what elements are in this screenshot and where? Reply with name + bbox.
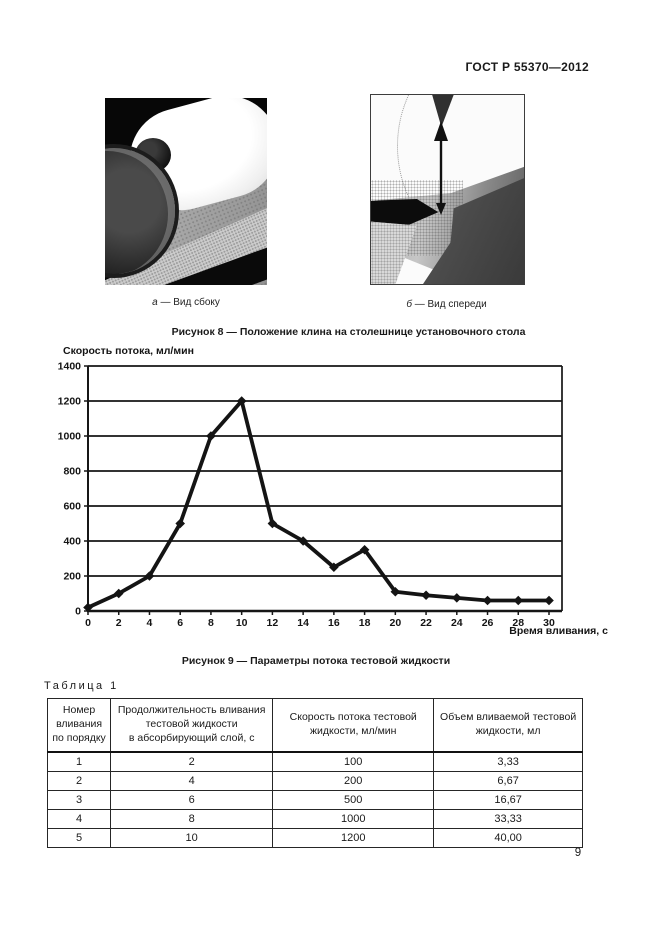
- photo-a-letter: а: [152, 297, 158, 308]
- standard-number: ГОСТ Р 55370—2012: [465, 60, 589, 74]
- data-point-marker: [513, 595, 524, 606]
- table-cell: 1200: [272, 827, 435, 848]
- x-tick-label: 10: [236, 617, 248, 629]
- photo-b-label: — Вид спереди: [414, 299, 487, 310]
- x-tick-label: 12: [267, 617, 279, 629]
- table-cell: 16,67: [433, 789, 583, 810]
- x-tick-label: 22: [420, 617, 432, 629]
- x-tick-label: 0: [85, 617, 91, 629]
- table-cell: 200: [272, 770, 435, 791]
- photo-a-caption: а — Вид сбоку: [105, 297, 267, 308]
- table-cell: 100: [272, 751, 435, 772]
- col-header-duration: Продолжительность вливания тестовой жидк…: [110, 697, 274, 753]
- flow-chart-svg: Скорость потока, мл/мин 0200400600800100…: [58, 345, 609, 637]
- measure-arrow-icon: [434, 121, 448, 215]
- y-axis-title: Скорость потока, мл/мин: [63, 345, 194, 357]
- table-cell: 4: [110, 770, 274, 791]
- x-tick-label: 26: [482, 617, 494, 629]
- x-tick-label: 18: [359, 617, 371, 629]
- y-tick-label: 600: [63, 501, 81, 513]
- data-point-marker: [482, 595, 493, 606]
- data-point-marker: [421, 590, 431, 601]
- y-tick-label: 0: [75, 606, 81, 618]
- table-cell: 500: [272, 789, 435, 810]
- y-tick-label: 400: [63, 536, 81, 548]
- data-point-marker: [544, 595, 554, 606]
- col-header-volume: Объем вливаемой тестовой жидкости, мл: [433, 697, 583, 753]
- x-tick-label: 8: [208, 617, 214, 629]
- x-tick-label: 6: [177, 617, 183, 629]
- x-tick-label: 30: [543, 617, 555, 629]
- table-cell: 2: [110, 751, 274, 772]
- table-cell: 6: [110, 789, 274, 810]
- parameters-table: Номер вливания по порядку Продолжительно…: [46, 697, 583, 848]
- table-cell: 8: [110, 808, 274, 829]
- table-cell: 10: [110, 827, 274, 848]
- y-tick-label: 1000: [58, 431, 82, 443]
- x-tick-label: 20: [389, 617, 401, 629]
- table-row: 5 10 1200 40,00: [46, 827, 583, 848]
- table-cell: 4: [46, 808, 112, 829]
- table-row: 2 4 200 6,67: [46, 770, 583, 791]
- photo-front-view: [370, 94, 525, 285]
- col-header-number: Номер вливания по порядку: [46, 697, 112, 753]
- table-cell: 3,33: [433, 751, 583, 772]
- photo-b-caption: б — Вид спереди: [370, 299, 523, 310]
- table-cell: 1: [46, 751, 112, 772]
- table-cell: 3: [46, 789, 112, 810]
- x-axis-title: Время вливания, с: [509, 625, 608, 637]
- table-row: 3 6 500 16,67: [46, 789, 583, 810]
- y-tick-label: 800: [63, 466, 81, 478]
- y-tick-label: 200: [63, 571, 81, 583]
- table-cell: 6,67: [433, 770, 583, 791]
- y-tick-label: 1400: [58, 361, 82, 373]
- table-cell: 33,33: [433, 808, 583, 829]
- x-tick-label: 4: [147, 617, 153, 629]
- table-label: Таблица 1: [44, 680, 119, 692]
- figure8-caption: Рисунок 8 — Положение клина на столешниц…: [171, 326, 526, 338]
- table-row: 4 8 1000 33,33: [46, 808, 583, 829]
- table-cell: 40,00: [433, 827, 583, 848]
- x-tick-label: 24: [451, 617, 463, 629]
- table-cell: 1000: [272, 808, 435, 829]
- photo-a-label: — Вид сбоку: [160, 297, 220, 308]
- x-tick-label: 28: [512, 617, 524, 629]
- photo-b-letter: б: [406, 299, 412, 310]
- table-cell: 5: [46, 827, 112, 848]
- y-tick-label: 1200: [58, 396, 82, 408]
- x-tick-label: 16: [328, 617, 340, 629]
- table-cell: 2: [46, 770, 112, 791]
- x-tick-label: 14: [297, 617, 309, 629]
- x-tick-label: 2: [116, 617, 122, 629]
- col-header-flow-rate: Скорость потока тестовой жидкости, мл/ми…: [272, 697, 435, 753]
- data-line: [87, 399, 549, 610]
- data-point-marker: [451, 593, 462, 603]
- table-header-row: Номер вливания по порядку Продолжительно…: [46, 697, 583, 753]
- photo-side-view: [105, 98, 267, 285]
- page-number: 9: [574, 847, 582, 859]
- table-body: 1 2 100 3,33 2 4 200 6,67 3 6 500 16,67 4 8 1000 33,33 5…: [46, 751, 583, 848]
- figure9-caption: Рисунок 9 — Параметры потока тестовой жи…: [181, 655, 451, 667]
- table-row: 1 2 100 3,33: [46, 751, 583, 772]
